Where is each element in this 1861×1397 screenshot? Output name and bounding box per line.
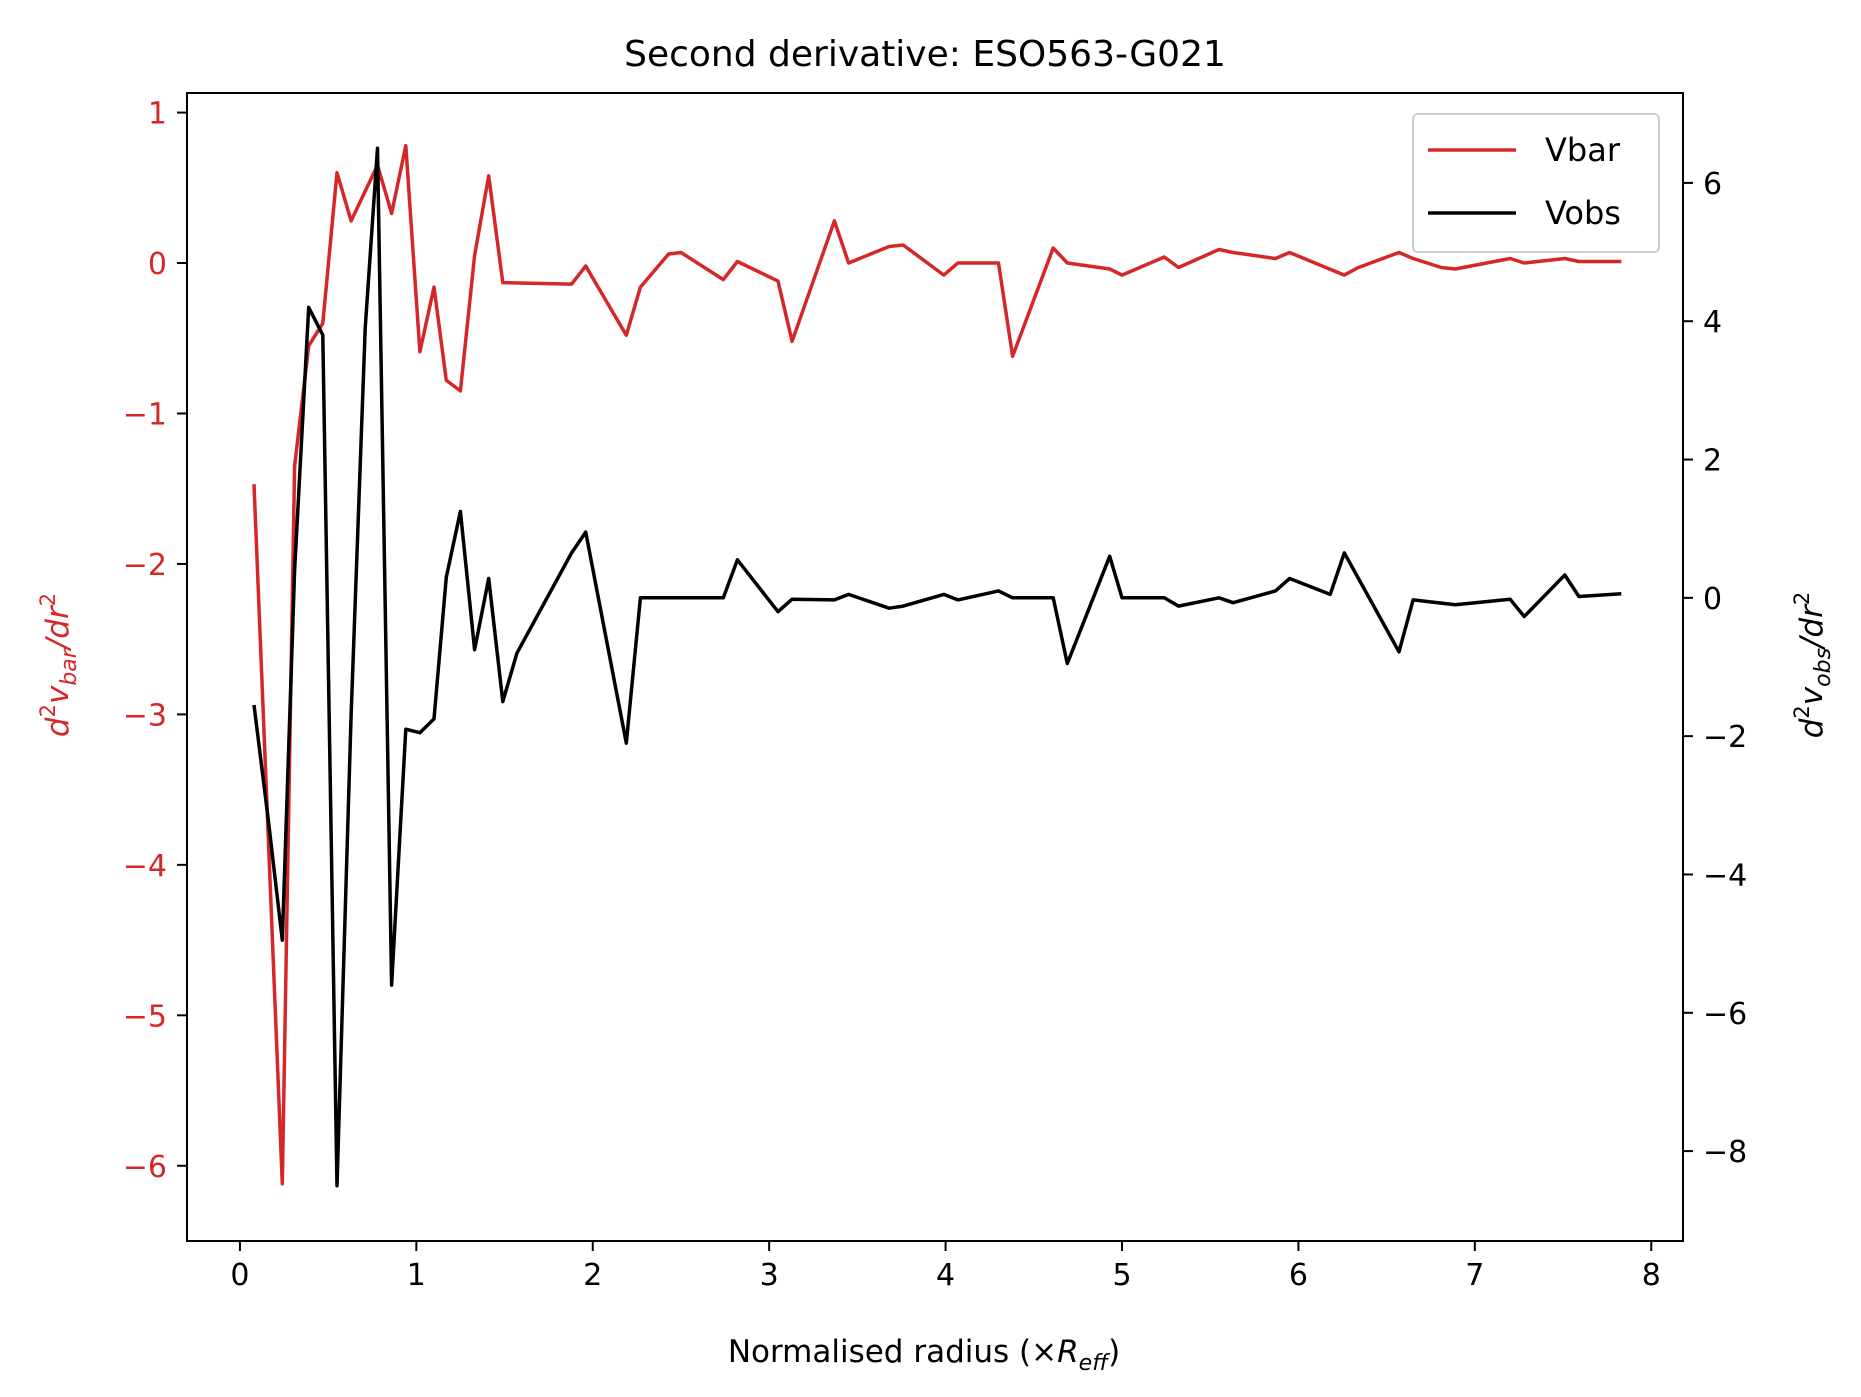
right-y-tick-label: 6 — [1703, 167, 1722, 202]
right-y-tick-label: 4 — [1703, 305, 1722, 340]
left-y-tick-label: −6 — [123, 1150, 167, 1185]
chart-title: Second derivative: ESO563-G021 — [624, 34, 1226, 75]
left-y-tick-label: −3 — [123, 698, 167, 733]
left-y-axis-label: d2vbar/dr2 — [36, 593, 82, 737]
right-y-tick-label: −4 — [1703, 858, 1747, 893]
left-y-tick-label: −1 — [123, 397, 167, 432]
legend-label-vobs: Vobs — [1545, 194, 1621, 232]
series-line-vbar — [252, 143, 1622, 1186]
x-tick-label: 5 — [1112, 1258, 1131, 1293]
right-y-tick-label: 0 — [1703, 582, 1722, 617]
right-y-tick-label: −8 — [1703, 1135, 1747, 1170]
x-tick-label: 3 — [760, 1258, 779, 1293]
left-y-axis-ticks: 1 0 −1 −2 −3 −4 −5 −6 — [123, 97, 187, 1185]
series-line-vobs — [252, 146, 1622, 1188]
legend-label-vbar: Vbar — [1545, 131, 1621, 169]
x-axis-label: Normalised radius (×Reff) — [728, 1334, 1120, 1376]
left-y-tick-label: −5 — [123, 999, 167, 1034]
x-tick-label: 6 — [1289, 1258, 1308, 1293]
x-tick-label: 1 — [407, 1258, 426, 1293]
right-y-axis-ticks: 6 4 2 0 −2 −4 −6 −8 — [1683, 167, 1747, 1170]
left-y-tick-label: −2 — [123, 548, 167, 583]
x-tick-label: 0 — [230, 1258, 249, 1293]
x-axis-ticks: 0 1 2 3 4 5 6 7 8 — [230, 1241, 1661, 1293]
left-y-tick-label: 1 — [148, 97, 167, 132]
left-y-tick-label: −4 — [123, 849, 167, 884]
x-tick-label: 7 — [1465, 1258, 1484, 1293]
left-y-tick-label: 0 — [148, 247, 167, 282]
x-tick-label: 2 — [583, 1258, 602, 1293]
plot-area — [186, 92, 1684, 1242]
right-y-tick-label: −6 — [1703, 997, 1747, 1032]
right-y-axis-label: d2vobs/dr2 — [1790, 592, 1836, 739]
x-tick-label: 4 — [936, 1258, 955, 1293]
x-tick-label: 8 — [1642, 1258, 1661, 1293]
legend-frame — [1412, 113, 1660, 253]
plot-frame — [186, 92, 1684, 1242]
right-y-tick-label: 2 — [1703, 444, 1722, 479]
right-y-tick-label: −2 — [1703, 720, 1747, 755]
legend: Vbar Vobs — [1412, 113, 1660, 253]
